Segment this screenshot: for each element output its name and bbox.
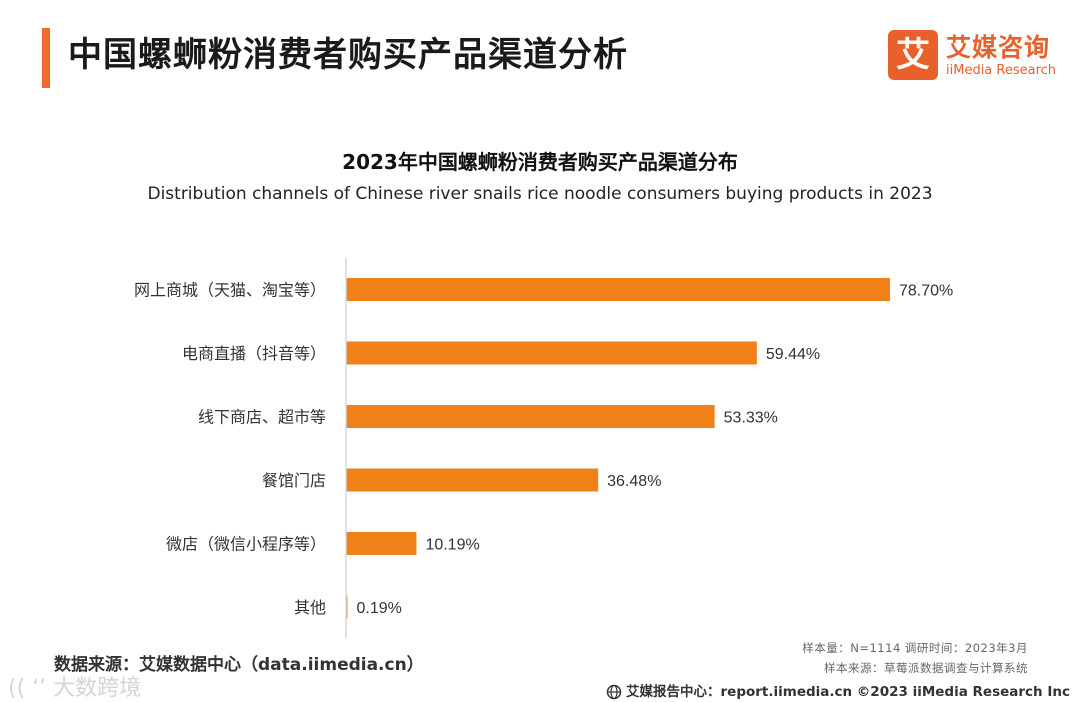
data-label: 78.70%: [899, 283, 953, 300]
brand-logo: 艾 艾媒咨询 iiMedia Research: [888, 30, 1068, 82]
data-label: 53.33%: [724, 410, 778, 427]
data-label: 59.44%: [766, 346, 820, 363]
page-title: 中国螺蛳粉消费者购买产品渠道分析: [68, 35, 628, 75]
data-label: 0.19%: [357, 600, 402, 617]
sample-source-note: 样本来源：草莓派数据调查与计算系统: [824, 661, 1028, 675]
category-label: 网上商城（天猫、淘宝等）: [134, 281, 326, 300]
bar: [346, 278, 891, 301]
category-label: 电商直播（抖音等）: [182, 344, 326, 363]
bar: [346, 532, 417, 555]
logo-mark-icon: 艾: [888, 30, 938, 80]
watermark-text: (( ‘’ 大数跨境: [8, 676, 142, 701]
globe-icon: [606, 684, 622, 700]
category-label: 微店（微信小程序等）: [166, 535, 326, 554]
footer: 艾媒报告中心：report.iimedia.cn ©2023 iiMedia R…: [606, 680, 1070, 700]
data-source: 数据来源：艾媒数据中心（data.iimedia.cn）: [54, 655, 424, 675]
title-accent-bar: [42, 28, 50, 88]
category-label: 餐馆门店: [262, 471, 326, 490]
data-label: 36.48%: [607, 473, 661, 490]
footer-text: 艾媒报告中心：report.iimedia.cn ©2023 iiMedia R…: [626, 684, 1070, 700]
chart-title: 2023年中国螺蛳粉消费者购买产品渠道分布: [342, 150, 738, 174]
category-label: 其他: [294, 598, 326, 617]
bar: [346, 468, 599, 492]
chart-subtitle: Distribution channels of Chinese river s…: [147, 184, 933, 204]
bar: [346, 341, 757, 365]
category-label: 线下商店、超市等: [198, 408, 326, 427]
sample-note: 样本量：N=1114 调研时间：2023年3月: [802, 641, 1028, 655]
logo-name-cn: 艾媒咨询: [946, 33, 1051, 62]
logo-name-en: iiMedia Research: [946, 63, 1057, 78]
bar: [346, 405, 715, 428]
data-label: 10.19%: [425, 537, 479, 554]
